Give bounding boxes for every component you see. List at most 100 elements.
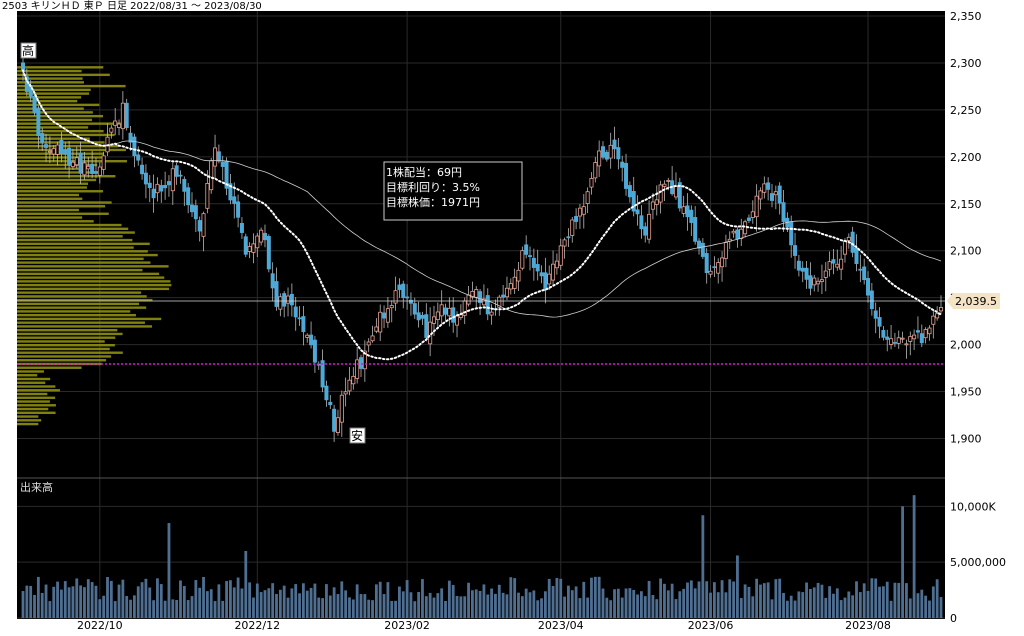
- profile-bar: [17, 69, 82, 73]
- candle: [393, 276, 398, 311]
- volume-bar: [851, 595, 855, 618]
- volume-bar: [109, 580, 113, 618]
- candle-body: [40, 133, 45, 143]
- candle-body: [247, 246, 252, 252]
- candle-body: [385, 308, 390, 323]
- candle-body: [78, 152, 83, 174]
- volume-bar: [374, 584, 378, 618]
- candle: [301, 306, 306, 346]
- volume-bar: [586, 597, 590, 618]
- volume-bar: [394, 600, 397, 618]
- candle-body: [531, 257, 536, 268]
- candle-body: [259, 229, 264, 243]
- candle-body: [866, 278, 871, 296]
- volume-bars[interactable]: [21, 495, 943, 618]
- volume-bar: [517, 592, 520, 618]
- volume-bar: [159, 584, 163, 618]
- profile-bar: [17, 280, 171, 283]
- volume-bar: [805, 582, 808, 618]
- volume-bar: [616, 588, 620, 618]
- x-tick-label: 2023/08: [845, 619, 891, 632]
- candle-body: [236, 201, 241, 218]
- candle: [566, 228, 571, 247]
- candle: [86, 156, 91, 178]
- volume-bar: [336, 594, 340, 618]
- volume-bar: [259, 592, 263, 618]
- profile-bar: [17, 265, 169, 268]
- y-tick-label: 2,100: [950, 245, 982, 258]
- volume-bar: [140, 582, 144, 618]
- candle-body: [635, 209, 640, 215]
- candle-body: [581, 206, 586, 215]
- volume-bar: [321, 598, 324, 618]
- candle-body: [51, 148, 56, 155]
- candle-body: [504, 287, 509, 298]
- volume-bar: [401, 591, 405, 618]
- volume-bar: [782, 592, 785, 618]
- candle-body: [793, 245, 798, 256]
- volume-bar: [86, 579, 90, 618]
- volume-bar: [889, 600, 893, 618]
- volume-bar: [747, 586, 751, 618]
- candle: [577, 204, 582, 229]
- candle-body: [608, 144, 613, 159]
- profile-bar: [17, 276, 165, 279]
- volume-bar: [213, 601, 217, 618]
- profile-bar: [17, 92, 90, 95]
- volume-bar: [751, 596, 755, 618]
- candle: [896, 330, 901, 349]
- candle-body: [270, 273, 275, 289]
- candle-body: [451, 307, 456, 323]
- volume-bar: [682, 588, 686, 618]
- candle-body: [616, 147, 621, 160]
- candle-body: [589, 178, 594, 188]
- volume-bar: [244, 551, 248, 618]
- candle-body: [282, 293, 287, 307]
- volume-bar: [205, 591, 209, 618]
- y-tick-label: 1,950: [950, 386, 982, 399]
- candle: [78, 141, 83, 184]
- profile-bar: [17, 205, 106, 208]
- candle-body: [481, 298, 486, 306]
- candle-body: [155, 183, 160, 194]
- candle-body: [443, 307, 448, 315]
- candle-body: [551, 263, 556, 281]
- profile-bar: [17, 167, 84, 170]
- volume-bar: [60, 589, 63, 618]
- candle-body: [397, 284, 402, 291]
- candle: [424, 303, 429, 342]
- profile-bar: [17, 347, 110, 351]
- candle-body: [297, 317, 302, 320]
- low-marker: 安: [349, 427, 366, 444]
- volume-bar: [340, 581, 344, 618]
- candle: [90, 150, 95, 179]
- candle: [923, 327, 928, 344]
- candlestick-series[interactable]: [20, 49, 944, 442]
- volume-bar: [524, 588, 528, 618]
- volume-bar: [221, 600, 225, 618]
- profile-bar: [17, 227, 129, 231]
- volume-bar: [670, 583, 674, 618]
- candle-body: [908, 336, 913, 342]
- volume-bar: [209, 589, 213, 618]
- candle: [382, 305, 387, 329]
- candle-body: [931, 315, 936, 325]
- candle-body: [243, 236, 248, 255]
- candle: [819, 264, 824, 294]
- candle: [385, 296, 390, 328]
- candle: [63, 142, 68, 169]
- last-price-value: 2,039.5: [955, 295, 997, 308]
- candle: [378, 304, 383, 341]
- profile-bar: [17, 201, 112, 204]
- candle-body: [912, 334, 917, 340]
- candle: [481, 284, 486, 308]
- chart-title: 2503 キリンＨＤ 東Ｐ 日足 2022/08/31 〜 2023/08/30: [2, 0, 262, 12]
- volume-bar: [305, 590, 309, 618]
- candle: [531, 248, 536, 281]
- candle-body: [90, 163, 95, 174]
- candle: [547, 265, 552, 290]
- candle: [881, 326, 886, 341]
- volume-bar: [428, 592, 432, 618]
